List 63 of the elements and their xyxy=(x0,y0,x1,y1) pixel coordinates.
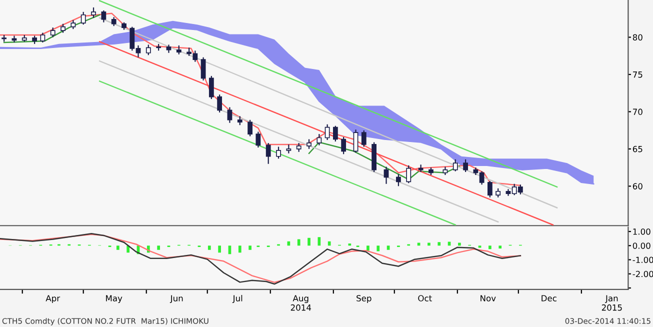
candlestick xyxy=(40,32,46,43)
candlestick xyxy=(80,11,86,26)
x-tick-label: Jan 2015 xyxy=(602,295,622,311)
candlestick xyxy=(341,136,346,155)
y-tick-label: 65 xyxy=(632,146,642,152)
bar xyxy=(438,242,441,246)
y-tick-label: 1.00 xyxy=(633,228,650,235)
bar xyxy=(116,246,120,250)
y-tick-label: 75 xyxy=(633,72,642,78)
candlestick xyxy=(316,133,322,146)
x-tick-label: Jun xyxy=(170,295,183,303)
bar xyxy=(328,241,331,246)
bar xyxy=(498,246,502,248)
candlestick xyxy=(208,75,214,100)
bar xyxy=(428,242,430,246)
candlestick xyxy=(146,44,151,56)
bar xyxy=(458,242,461,246)
x-tick-label: Apr xyxy=(46,295,60,304)
bar xyxy=(218,246,221,253)
candlestick xyxy=(384,166,389,184)
bar xyxy=(297,239,300,246)
candlestick xyxy=(227,106,232,124)
candlestick xyxy=(276,146,281,160)
candlestick xyxy=(353,129,358,154)
candlestick xyxy=(217,94,222,113)
candlestick xyxy=(396,174,401,187)
bar xyxy=(238,246,242,253)
candlestick xyxy=(266,142,271,164)
y-tick-label: -1.00 xyxy=(632,256,653,264)
candlestick xyxy=(463,158,468,173)
candlestick xyxy=(452,158,458,172)
candlestick xyxy=(361,130,366,148)
x-tick-label: Dec xyxy=(542,295,556,302)
x-tick-label: Oct xyxy=(418,295,432,302)
candlestick xyxy=(256,131,261,148)
bar xyxy=(248,246,252,250)
bar xyxy=(386,246,390,250)
candlestick xyxy=(324,124,330,141)
x-tick-label: Nov xyxy=(480,295,496,302)
x-tick-label: Jul xyxy=(232,294,242,303)
candlestick xyxy=(91,6,96,18)
candlestick xyxy=(406,164,412,184)
bar xyxy=(376,246,380,252)
candlestick xyxy=(50,26,56,38)
bar xyxy=(366,246,370,251)
bar xyxy=(157,246,160,250)
bar xyxy=(488,246,492,250)
x-tick-label: Aug 2014 xyxy=(290,295,312,311)
y-tick-label: 60 xyxy=(632,183,642,190)
candlestick xyxy=(248,119,253,137)
y-tick-label: -2.00 xyxy=(632,270,653,278)
candlestick xyxy=(200,56,206,81)
y-tick-label: 0.00 xyxy=(632,242,650,249)
x-tick-label: May xyxy=(106,295,122,304)
y-tick-label: 80 xyxy=(632,34,642,41)
x-tick-label: Sep xyxy=(356,295,372,304)
candlestick xyxy=(487,180,492,198)
candlestick xyxy=(306,138,312,150)
y-tick-label: 70 xyxy=(633,108,642,115)
bar xyxy=(208,246,211,250)
bar xyxy=(308,238,310,246)
candlestick xyxy=(101,10,106,23)
candlestick xyxy=(332,125,338,142)
